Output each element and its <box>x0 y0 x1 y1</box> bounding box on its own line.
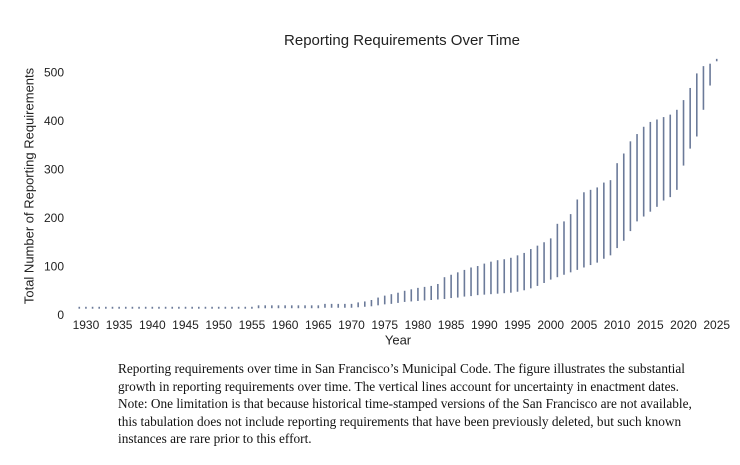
x-tick-label: 1945 <box>172 318 199 332</box>
y-axis-label: Total Number of Reporting Requirements <box>21 67 36 304</box>
y-tick-label: 500 <box>44 66 64 80</box>
x-tick-label: 2025 <box>703 318 730 332</box>
x-tick-label: 2020 <box>670 318 697 332</box>
x-tick-label: 1935 <box>106 318 133 332</box>
x-tick-label: 1970 <box>338 318 365 332</box>
x-tick-label: 1950 <box>205 318 232 332</box>
y-tick-label: 200 <box>44 211 64 225</box>
x-tick-label: 2005 <box>571 318 598 332</box>
x-tick-label: 1965 <box>305 318 332 332</box>
x-tick-label: 1960 <box>272 318 299 332</box>
x-tick-label: 1985 <box>438 318 465 332</box>
caption: Reporting requirements over time in San … <box>118 361 692 447</box>
y-tick-label: 300 <box>44 163 64 177</box>
x-tick-label: 2000 <box>537 318 564 332</box>
x-tick-label: 2010 <box>604 318 631 332</box>
x-tick-label: 1975 <box>371 318 398 332</box>
x-tick-label: 1995 <box>504 318 531 332</box>
x-tick-label: 1930 <box>73 318 100 332</box>
x-axis-label: Year <box>385 332 412 347</box>
x-tick-label: 1990 <box>471 318 498 332</box>
y-tick-label: 400 <box>44 114 64 128</box>
chart-title: Reporting Requirements Over Time <box>284 32 520 49</box>
y-tick-label: 100 <box>44 260 64 274</box>
x-tick-label: 1980 <box>405 318 432 332</box>
x-tick-label: 2015 <box>637 318 664 332</box>
chart: Reporting Requirements Over Time Year To… <box>21 32 730 347</box>
y-tick-label: 0 <box>57 308 64 322</box>
x-tick-label: 1940 <box>139 318 166 332</box>
x-tick-label: 1955 <box>239 318 266 332</box>
